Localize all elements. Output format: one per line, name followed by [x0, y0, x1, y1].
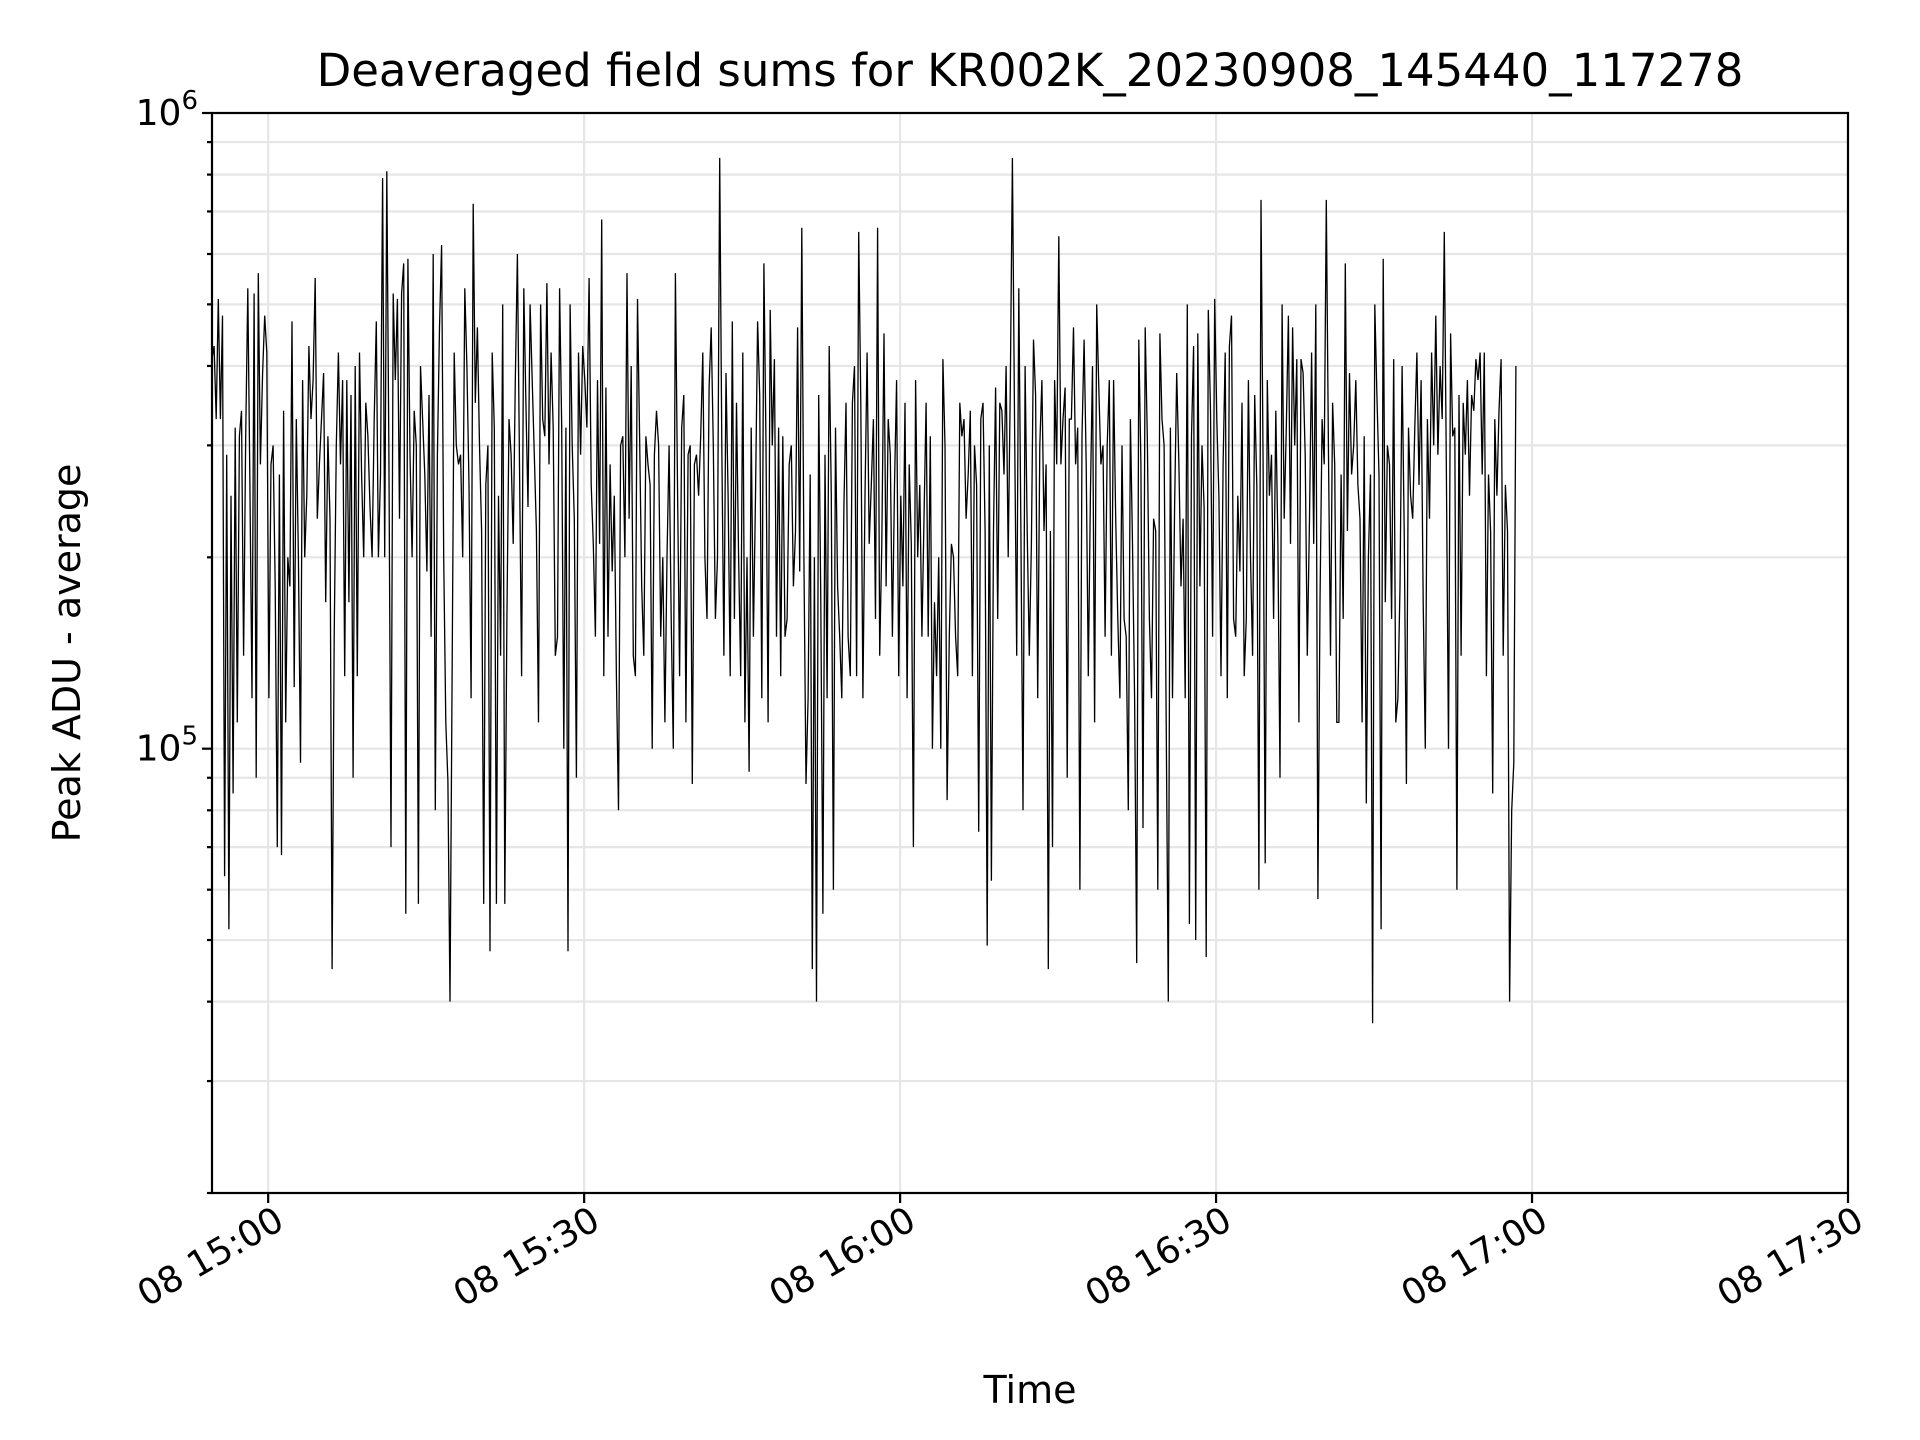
series-layer: [211, 157, 1517, 1024]
x-tick-label: 08 16:30: [1079, 1199, 1239, 1315]
x-tick-label: 08 17:30: [1711, 1199, 1871, 1315]
x-tick-label: 08 15:30: [447, 1199, 607, 1315]
y-tick-label: 105: [136, 722, 198, 770]
chart-title: Deaveraged field sums for KR002K_2023090…: [317, 44, 1744, 97]
series-line: [211, 157, 1517, 1024]
x-tick-label: 08 15:00: [131, 1199, 291, 1315]
x-tick-label: 08 17:00: [1395, 1199, 1555, 1315]
y-tick-label: 106: [136, 86, 198, 134]
plot-frame: [210, 111, 1850, 1195]
x-tick-label: 08 16:00: [763, 1199, 923, 1315]
y-axis-label: Peak ADU - average: [45, 464, 89, 843]
x-axis-label: Time: [983, 1368, 1077, 1412]
